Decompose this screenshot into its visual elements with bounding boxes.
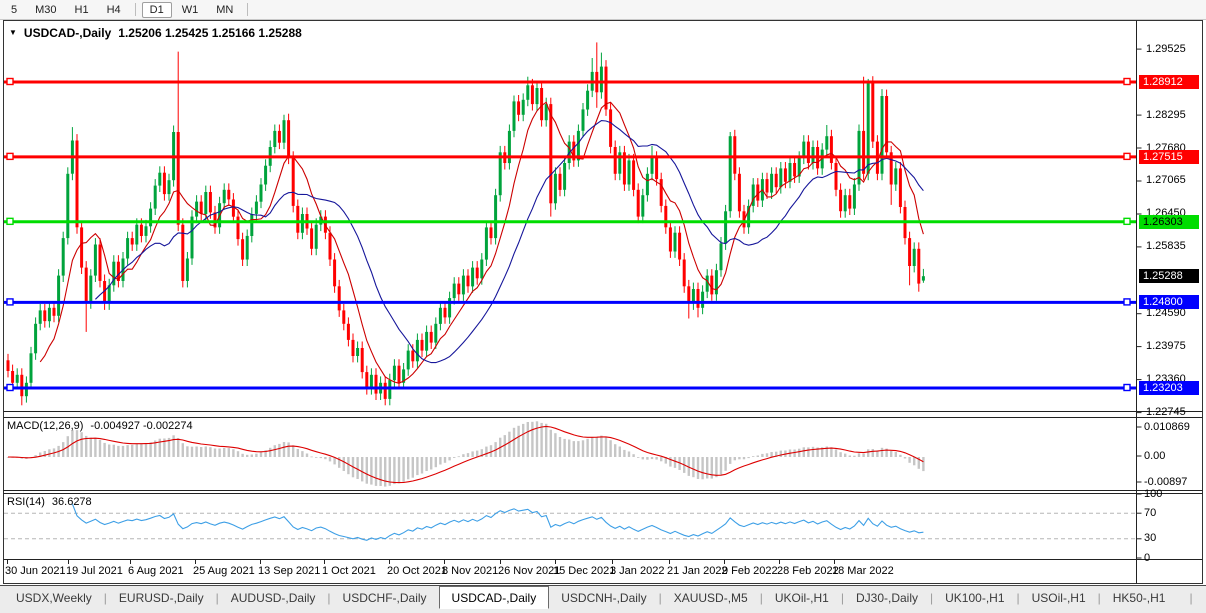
toolbar-separator — [134, 3, 136, 16]
x-axis-date-label: 26 Nov 2021 — [498, 565, 561, 577]
timeframe-button-mn[interactable]: MN — [216, 3, 234, 16]
x-axis-date-label: 28 Feb 2022 — [777, 565, 839, 577]
tab-xauusd-m5[interactable]: XAUUSD-,M5 — [673, 591, 748, 605]
x-axis-date-label: 19 Jul 2021 — [66, 565, 123, 577]
chart-ohlc-values: 1.25206 1.25425 1.25166 1.25288 — [118, 26, 302, 40]
tab-separator: | — [1016, 591, 1020, 605]
tab-hk50-h1[interactable]: HK50-,H1 — [1112, 591, 1166, 605]
x-axis-date-label: 30 Jun 2021 — [5, 565, 66, 577]
price-tick-label: 1.24590 — [1146, 307, 1186, 320]
rsi-line — [71, 503, 924, 541]
timeframe-button-w1[interactable]: W1 — [181, 3, 199, 16]
horizontal-level-lines[interactable] — [4, 77, 1137, 392]
ma-slow-line — [95, 120, 924, 364]
ma-fast-line — [39, 101, 924, 384]
tab-usdx-weekly[interactable]: USDX,Weekly — [16, 591, 92, 605]
tab-usoil-h1[interactable]: USOil-,H1 — [1031, 591, 1086, 605]
tab-separator: | — [1097, 591, 1101, 605]
price-level-tag: 1.27515 — [1139, 149, 1199, 164]
chart-symbol-label: USDCAD-,Daily — [23, 26, 112, 40]
x-axis-date-label: 6 Aug 2021 — [128, 565, 184, 577]
x-axis-date-label: 3 Jan 2022 — [610, 565, 665, 577]
x-axis-date-label: 9 Feb 2022 — [722, 565, 778, 577]
x-axis-date-label: 13 Sep 2021 — [258, 565, 321, 577]
tab-separator: | — [215, 591, 219, 605]
price-chart-canvas[interactable] — [0, 20, 1206, 585]
current-price-tag: 1.25288 — [1139, 269, 1199, 284]
tab-separator: | — [103, 591, 107, 605]
symbol-tabbar: USDX,Weekly | EURUSD-,Daily | AUDUSD-,Daily |… — [0, 585, 1206, 613]
price-tick-label: 1.27065 — [1146, 174, 1186, 187]
rsi-axis-label: 0 — [1144, 551, 1151, 564]
macd-values: -0.004927 -0.002274 — [90, 420, 193, 432]
price-tick-label: 1.29525 — [1146, 42, 1186, 55]
tab-uk100-h1[interactable]: UK100-,H1 — [945, 591, 1005, 605]
tab-usdcad-daily[interactable]: USDCAD-,Daily — [438, 586, 550, 609]
rsi-name: RSI(14) — [7, 496, 45, 508]
rsi-value: 36.6278 — [51, 496, 92, 508]
macd-histogram — [6, 421, 925, 487]
tab-usdchf-daily[interactable]: USDCHF-,Daily — [342, 591, 427, 605]
tab-ukoil-h1[interactable]: UKOil-,H1 — [774, 591, 829, 605]
x-axis-date-label: 20 Oct 2021 — [387, 565, 447, 577]
macd-name: MACD(12,26,9) — [7, 420, 84, 432]
price-level-tag: 1.23203 — [1139, 381, 1199, 395]
x-axis-date-label: 18 Mar 2022 — [832, 565, 894, 577]
tab-separator: | — [1189, 591, 1193, 605]
rsi-axis-label: 70 — [1144, 506, 1157, 519]
x-axis-date-label: 21 Jan 2022 — [667, 565, 728, 577]
rsi-pane-content — [4, 503, 1137, 541]
price-level-tag: 1.24800 — [1139, 295, 1199, 310]
price-tick-label: 1.28295 — [1146, 108, 1186, 121]
macd-signal-line — [7, 425, 924, 484]
price-tick-label: 1.25835 — [1146, 240, 1186, 253]
pane-borders — [3, 20, 1203, 584]
timeframe-button-d1[interactable]: D1 — [141, 1, 172, 18]
timeframe-button-h4[interactable]: H4 — [106, 3, 121, 16]
chart-window[interactable]: ▼ USDCAD-,Daily 1.25206 1.25425 1.25166 … — [0, 20, 1206, 585]
macd-axis-label: -0.00897 — [1144, 475, 1188, 488]
tab-separator: | — [759, 591, 763, 605]
price-tick-label: 1.23975 — [1146, 340, 1186, 353]
macd-indicator-label: MACD(12,26,9) -0.004927 -0.002274 — [7, 420, 193, 432]
tab-scroll-controls: |◂▸ — [1177, 588, 1206, 608]
toolbar-separator — [247, 3, 249, 16]
chart-dropdown-icon[interactable]: ▼ — [9, 28, 17, 37]
price-level-tag: 1.28912 — [1139, 75, 1199, 89]
x-axis-date-label: 1 Oct 2021 — [322, 565, 376, 577]
tab-separator: | — [327, 591, 331, 605]
tab-dj30-daily[interactable]: DJ30-,Daily — [855, 591, 918, 605]
chart-title: ▼ USDCAD-,Daily 1.25206 1.25425 1.25166 … — [9, 26, 302, 40]
timeframe-toolbar: 5 M30 H1 H4 D1 W1 MN — [0, 0, 1206, 20]
tab-eurusd-daily[interactable]: EURUSD-,Daily — [118, 591, 204, 605]
tab-usdcnh-daily[interactable]: USDCNH-,Daily — [561, 591, 647, 605]
price-level-tag: 1.26303 — [1139, 214, 1199, 229]
tab-separator: | — [840, 591, 844, 605]
tab-separator: | — [658, 591, 662, 605]
macd-axis-label: 0.010869 — [1144, 420, 1190, 433]
rsi-indicator-label: RSI(14) 36.6278 — [7, 496, 92, 508]
rsi-axis-label: 100 — [1144, 487, 1163, 500]
tab-separator: | — [930, 591, 934, 605]
x-axis-date-label: 15 Dec 2021 — [553, 565, 616, 577]
timeframe-button-h1[interactable]: H1 — [74, 3, 89, 16]
price-tick-label: 1.22745 — [1146, 406, 1186, 419]
tab-audusd-daily[interactable]: AUDUSD-,Daily — [230, 591, 316, 605]
timeframe-button-m30[interactable]: M30 — [35, 3, 57, 16]
x-axis-date-label: 8 Nov 2021 — [442, 565, 499, 577]
macd-axis-label: 0.00 — [1144, 449, 1166, 462]
x-axis-date-label: 25 Aug 2021 — [193, 565, 255, 577]
rsi-axis-label: 30 — [1144, 532, 1157, 545]
timeframe-button-5[interactable]: 5 — [11, 3, 18, 16]
